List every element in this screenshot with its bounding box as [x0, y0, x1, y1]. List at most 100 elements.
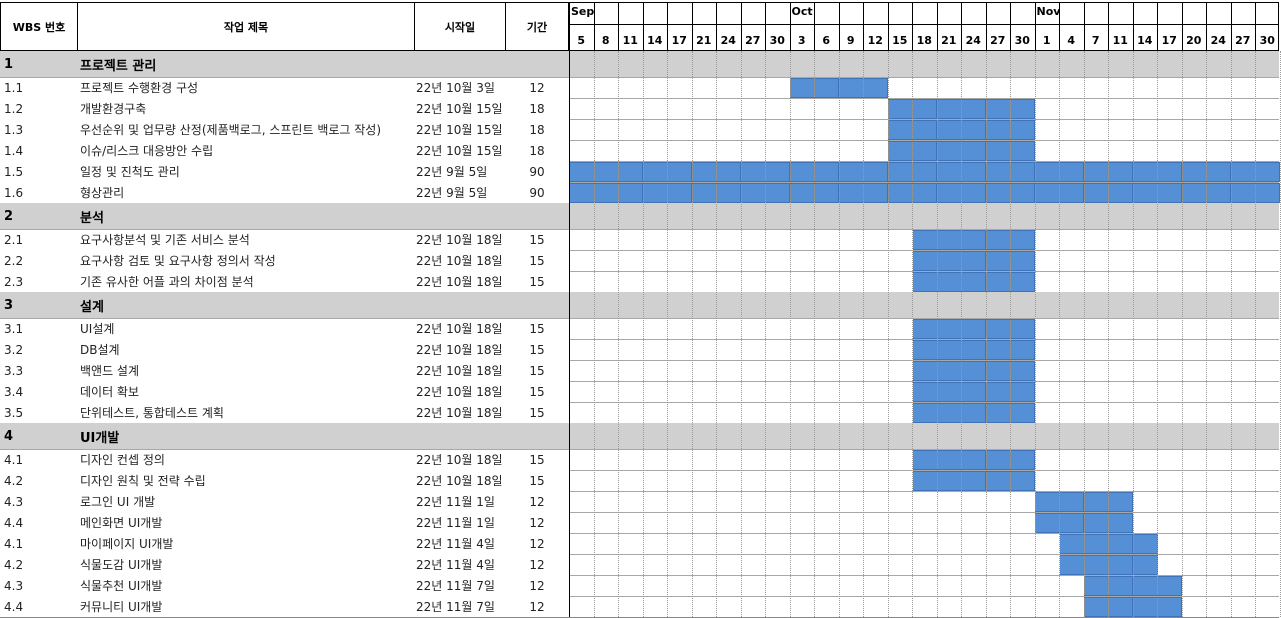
row-divider: [569, 250, 1279, 251]
gantt-bar-cell: [1206, 162, 1231, 182]
wbs-number: 4.4: [4, 515, 24, 530]
gantt-bar-cell: [1084, 597, 1109, 617]
section-number: 3: [4, 297, 14, 313]
duration: 12: [529, 599, 545, 614]
gantt-bar-cell: [961, 120, 986, 140]
gantt-bar-cell: [1083, 492, 1109, 512]
section-title: 프로젝트 관리: [80, 58, 157, 74]
day-separator: [961, 2, 962, 51]
section-band: [0, 51, 1279, 77]
duration: 12: [529, 494, 545, 509]
gantt-bar-cell: [912, 272, 938, 292]
gantt-bar-cell: [912, 340, 938, 360]
row-divider: [569, 512, 1279, 513]
gantt-bar-cell: [912, 361, 938, 381]
gantt-bar-cell: [961, 471, 986, 491]
gantt-bar-cell: [1010, 403, 1035, 423]
gantt-bar-cell: [961, 382, 986, 402]
gantt-bar-cell: [961, 251, 986, 271]
start-date: 22년 10월 18일: [416, 364, 503, 378]
gantt-bar-cell: [1132, 597, 1158, 617]
gantt-bar-cell: [985, 450, 1011, 470]
gantt-bar-cell: [1132, 576, 1158, 596]
start-date: 22년 10월 18일: [416, 233, 503, 247]
gantt-bar-cell: [1206, 183, 1231, 203]
day-separator: [765, 2, 766, 51]
gantt-bar-cell: [888, 120, 913, 140]
task-title: 로그인 UI 개발: [80, 495, 156, 509]
gantt-bar-cell: [618, 162, 643, 182]
day-label: 27: [745, 34, 761, 47]
gantt-bar-cell: [1010, 120, 1035, 140]
day-label: 6: [822, 34, 831, 47]
row-divider: [569, 533, 1279, 534]
duration: 15: [529, 342, 545, 357]
day-label: 7: [1091, 34, 1100, 47]
day-separator: [667, 2, 668, 51]
wbs-number: 4.1: [4, 452, 24, 467]
day-label: 17: [1161, 34, 1177, 47]
duration: 12: [529, 80, 545, 95]
gantt-bar-cell: [1083, 513, 1109, 533]
gantt-bar-cell: [985, 382, 1011, 402]
gantt-bar-cell: [1083, 162, 1109, 182]
row-divider: [569, 596, 1279, 597]
section-band: [0, 203, 1279, 229]
duration: 12: [529, 536, 545, 551]
gantt-bar-cell: [912, 183, 937, 203]
wbs-number: 2.1: [4, 232, 24, 247]
wbs-number: 2.2: [4, 253, 24, 268]
gantt-bar-cell: [961, 340, 986, 360]
row-divider: [0, 318, 1279, 319]
gantt-bar-cell: [740, 162, 766, 182]
day-label: 17: [671, 34, 687, 47]
grid-line: [1059, 51, 1060, 617]
gantt-bar-cell: [1010, 99, 1035, 119]
gantt-bar-cell: [912, 471, 938, 491]
gantt-bar-cell: [790, 78, 815, 98]
grid-line: [789, 51, 791, 617]
section-band: [0, 423, 1279, 449]
section-number: 1: [4, 56, 14, 72]
wbs-number: 3.3: [4, 363, 24, 378]
gantt-bar-cell: [888, 99, 913, 119]
gantt-bar-cell: [912, 450, 938, 470]
gantt-bar-cell: [936, 450, 962, 470]
day-separator: [1230, 2, 1232, 51]
day-separator: [618, 2, 619, 51]
grid-line: [667, 51, 668, 617]
task-title: 기존 유사한 어플 과의 차이점 분석: [80, 275, 254, 289]
section-band: [0, 292, 1279, 318]
timeline-header: [569, 2, 1279, 51]
gantt-bar-cell: [1010, 141, 1035, 161]
gantt-bar-cell: [1157, 576, 1182, 596]
task-title: 백앤드 설계: [80, 364, 140, 378]
gantt-bar-cell: [1035, 492, 1060, 512]
day-label: 20: [1186, 34, 1202, 47]
task-title: 요구사항분석 및 기존 서비스 분석: [80, 233, 250, 247]
gantt-bar-cell: [912, 251, 938, 271]
month-label: Nov: [1036, 5, 1061, 18]
duration: 15: [529, 253, 545, 268]
gantt-bar-cell: [1230, 162, 1256, 182]
gantt-bar-cell: [888, 141, 913, 161]
wbs-number: 3.5: [4, 405, 24, 420]
grid-line: [642, 51, 644, 617]
wbs-number: 3.2: [4, 342, 24, 357]
day-label: 24: [720, 34, 736, 47]
grid-line: [838, 51, 840, 617]
gantt-bar-cell: [838, 162, 864, 182]
wbs-number: 4.2: [4, 473, 24, 488]
gantt-bar-cell: [1157, 597, 1182, 617]
grid-line: [961, 51, 962, 617]
gantt-bar-cell: [1083, 555, 1109, 575]
start-date-header: 시작일: [414, 2, 506, 51]
task-title-header: 작업 제목: [77, 2, 415, 51]
grid-line: [1230, 51, 1232, 617]
gantt-bar-cell: [961, 230, 986, 250]
duration: 90: [529, 164, 545, 179]
gantt-bar-cell: [1059, 513, 1084, 533]
gantt-bar-cell: [961, 99, 986, 119]
gantt-bar-cell: [985, 230, 1011, 250]
gantt-bar-cell: [1132, 183, 1158, 203]
